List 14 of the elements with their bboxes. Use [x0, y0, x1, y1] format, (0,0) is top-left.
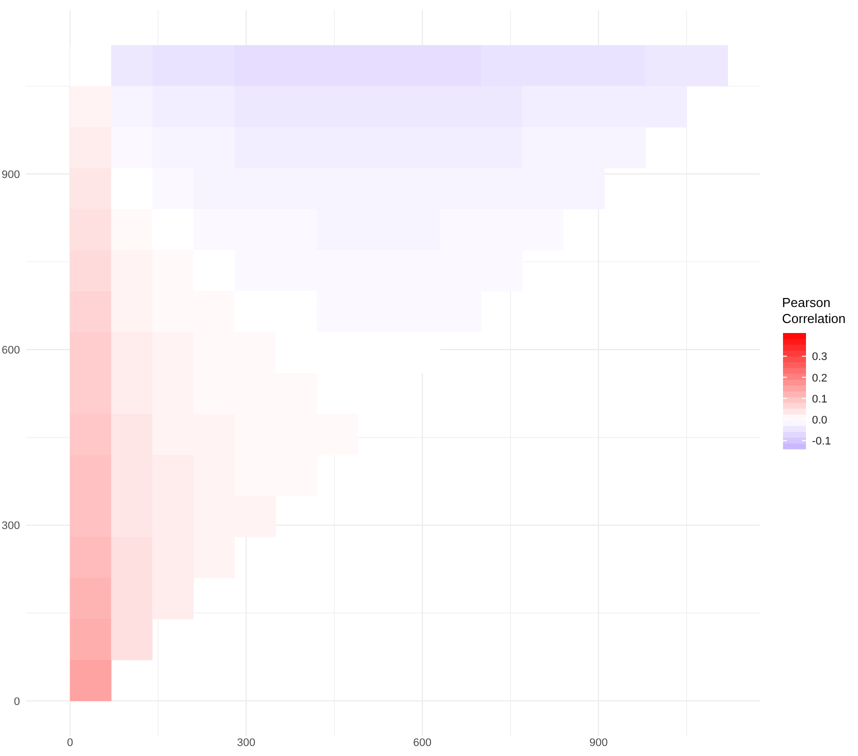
- color-bar-label: 0.3: [812, 351, 828, 364]
- x-tick-label: 900: [589, 737, 608, 749]
- y-tick-label: 300: [2, 520, 20, 532]
- color-bar-label: -0.1: [812, 436, 831, 448]
- x-tick-label: 600: [413, 737, 432, 749]
- y-tick-label: 900: [2, 168, 20, 181]
- y-tick-label: 0: [14, 696, 20, 708]
- color-bar-label: 0.2: [812, 372, 828, 384]
- x-tick-label: 0: [66, 737, 74, 749]
- color-bar-label: 0.0: [812, 414, 828, 426]
- y-tick-label: 600: [2, 344, 20, 357]
- x-tick-label: 300: [237, 737, 256, 749]
- legend-title: Pearson Correlation: [782, 295, 846, 326]
- color-bar-label: 0.1: [812, 393, 828, 406]
